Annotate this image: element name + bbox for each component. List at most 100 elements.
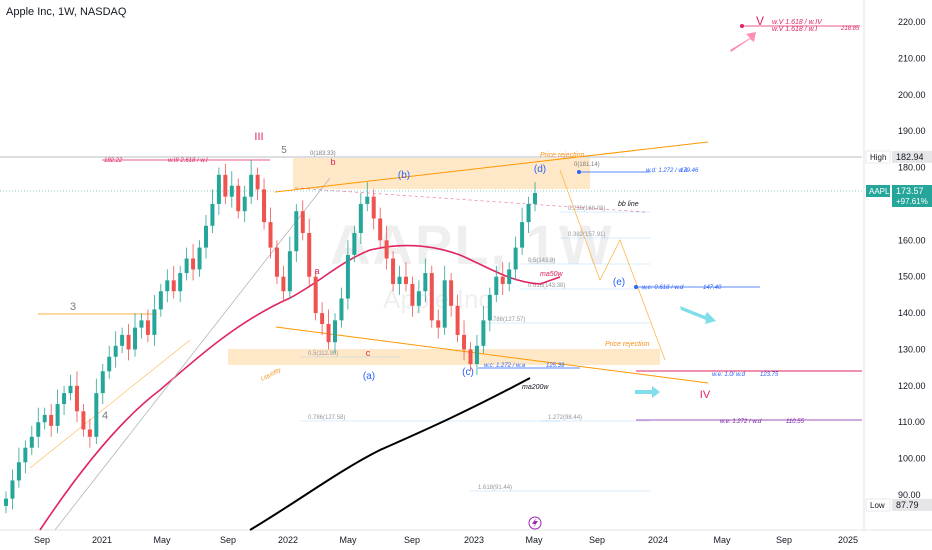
candle-body xyxy=(320,313,325,324)
y-tick-label: 190.00 xyxy=(898,126,926,136)
candle-body xyxy=(107,356,112,372)
watermark-ticker: AAPL, 1W xyxy=(330,213,614,276)
candle-body xyxy=(120,334,125,346)
candle-body xyxy=(391,258,396,284)
candle-body xyxy=(16,462,21,481)
y-tick-label: 140.00 xyxy=(898,308,926,318)
annotation-text: w.d: 1.272 / w.a xyxy=(646,168,688,174)
fib-level-label: 0.786(127.58) xyxy=(308,415,345,421)
candle-body xyxy=(10,480,15,499)
candle-body xyxy=(462,334,467,350)
candle-body xyxy=(429,273,434,321)
arrow-right-icon xyxy=(635,386,660,398)
candle-body xyxy=(410,283,415,306)
wave-label: (c) xyxy=(462,367,474,378)
high-value: 182.94 xyxy=(896,152,924,162)
wave-label: (d) xyxy=(534,164,546,175)
candle-body xyxy=(158,291,163,310)
candle-body xyxy=(4,498,8,506)
candle-body xyxy=(403,276,408,284)
x-tick-label: 2023 xyxy=(464,535,484,545)
annotation-text: 110.55 xyxy=(786,419,805,425)
annotation-text: Price rejection xyxy=(540,152,584,159)
candle-body xyxy=(165,280,170,292)
x-tick-label: May xyxy=(525,535,543,545)
ma50w-line xyxy=(39,244,561,531)
candle-body xyxy=(210,203,215,226)
candle-body xyxy=(281,276,286,292)
candle-body xyxy=(481,320,486,346)
x-tick-label: May xyxy=(153,535,171,545)
candle-body xyxy=(171,280,176,292)
candle-body xyxy=(191,258,196,270)
candle-body xyxy=(145,320,150,335)
candle-body xyxy=(533,193,537,204)
candle-body xyxy=(442,280,447,328)
candle-body xyxy=(352,233,357,255)
low-value-box xyxy=(892,499,932,511)
candle-body xyxy=(487,294,492,321)
arrow-down-icon xyxy=(680,306,716,324)
candle-body xyxy=(358,203,363,234)
candle-body xyxy=(287,251,292,292)
x-tick-label: 2022 xyxy=(278,535,298,545)
wave-label: a xyxy=(314,266,319,276)
candle-body xyxy=(29,436,34,448)
y-tick-label: 160.00 xyxy=(898,235,926,245)
annotation-text: w.c: 1.272 / w.a xyxy=(484,363,526,369)
candle-body xyxy=(100,371,105,394)
fib-level-label: 0.382(157.91) xyxy=(568,232,605,238)
x-tick-label: Sep xyxy=(589,535,605,545)
candle-body xyxy=(94,393,99,437)
y-tick-label: 220.00 xyxy=(898,17,926,27)
annotation-text: ma50w xyxy=(540,271,564,278)
low-value: 87.79 xyxy=(896,500,919,510)
last-value-box xyxy=(892,185,932,207)
annotation-text: Price rejection xyxy=(605,341,649,348)
candle-body xyxy=(507,269,512,284)
candle-body xyxy=(339,298,344,321)
candle-body xyxy=(436,320,441,328)
fib-level-label: 0.786(127.57) xyxy=(488,317,525,323)
resistance-trendline xyxy=(274,141,709,193)
target-dot-d xyxy=(577,170,581,174)
y-tick-label: 180.00 xyxy=(898,163,926,173)
candle-body xyxy=(133,327,138,350)
candle-body xyxy=(68,385,73,394)
x-tick-label: 2021 xyxy=(92,535,112,545)
wave-label: (e) xyxy=(613,277,625,288)
high-value-box xyxy=(892,151,932,163)
wave-label: 3 xyxy=(70,301,76,313)
projection-path xyxy=(559,169,666,361)
candle-body xyxy=(23,447,28,463)
candle-body xyxy=(36,422,41,437)
fib-level-label: 0.5(143.9) xyxy=(528,258,555,264)
candle-body xyxy=(416,291,421,306)
y-tick-label: 90.00 xyxy=(898,490,921,500)
annotation-text: 0(181.14) xyxy=(574,162,600,168)
support-trendline xyxy=(275,326,709,384)
x-tick-label: Sep xyxy=(404,535,420,545)
wave-label: c xyxy=(366,348,371,358)
last-label: AAPL xyxy=(869,187,890,196)
candle-body xyxy=(378,218,383,241)
candle-body xyxy=(468,349,473,365)
annotation-text: w.V 1.618 / w.I xyxy=(772,26,817,33)
candle-body xyxy=(345,254,350,299)
candle-body xyxy=(216,174,221,204)
wave4-trendline xyxy=(29,339,191,469)
candle-body xyxy=(262,189,267,223)
candle-body xyxy=(236,185,241,212)
target-dot-e xyxy=(634,285,638,289)
arrow-up-icon xyxy=(730,32,756,52)
fib-level-label: 0.236(168.08) xyxy=(568,206,605,212)
candle-body xyxy=(74,385,79,412)
candle-body xyxy=(49,414,54,426)
x-tick-label: May xyxy=(339,535,357,545)
fib-level-label: 1.272(98.44) xyxy=(548,415,582,421)
y-tick-label: 110.00 xyxy=(898,417,925,427)
candle-body xyxy=(333,320,338,343)
candle-body xyxy=(55,404,60,426)
annotation-text: 123.75 xyxy=(760,372,779,378)
